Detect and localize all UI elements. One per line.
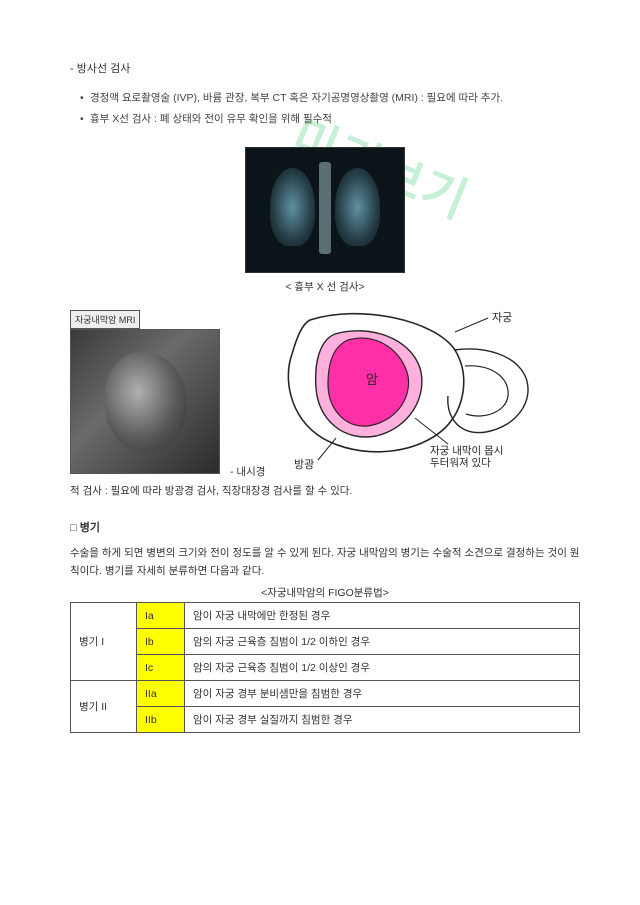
xray-lung-left [270, 168, 315, 246]
mri-row: 자궁내막암 MRI 자궁 암 방광 자궁 내막이 몹시 두터워져 있다 [70, 310, 580, 474]
table-caption: <자궁내막암의 FIGO분류법> [70, 585, 580, 600]
table-row: IIb 암이 자궁 경부 실질까지 침범한 경우 [71, 707, 580, 733]
diagram-label-cancer: 암 [366, 372, 378, 387]
bullet-item: 경정맥 요로촬영술 (IVP), 바륨 관장, 복부 CT 혹은 자기공명영상촬… [80, 90, 580, 108]
diagram-label-uterus: 자궁 [492, 311, 512, 324]
anatomy-svg: 자궁 암 방광 자궁 내막이 몹시 두터워져 있다 [250, 310, 580, 470]
xray-lung-right [335, 168, 380, 246]
desc-cell: 암이 자궁 경부 실질까지 침범한 경우 [185, 707, 580, 733]
anatomy-diagram: 자궁 암 방광 자궁 내막이 몹시 두터워져 있다 [250, 310, 580, 470]
xray-caption: < 흉부 X 선 검사> [70, 279, 580, 294]
code-cell: Ia [137, 603, 185, 629]
bullet-list: 경정맥 요로촬영술 (IVP), 바륨 관장, 복부 CT 혹은 자기공명영상촬… [80, 90, 580, 129]
table-row: 병기 I Ia 암이 자궁 내막에만 한정된 경우 [71, 603, 580, 629]
code-cell: Ic [137, 655, 185, 681]
desc-cell: 암의 자궁 근육층 침범이 1/2 이상인 경우 [185, 655, 580, 681]
table-row: 병기 II IIa 암이 자궁 경부 분비샘만을 침범한 경우 [71, 681, 580, 707]
diagram-label-bladder: 방광 [294, 458, 314, 470]
staging-body: 수술을 하게 되면 병변의 크기와 전이 정도를 알 수 있게 된다. 자궁 내… [70, 545, 580, 581]
mri-image [70, 329, 220, 474]
diagram-note-2: 두터워져 있다 [430, 456, 491, 469]
xray-spine-shape [319, 162, 331, 254]
mri-figure: 자궁내막암 MRI [70, 310, 220, 474]
desc-cell: 암의 자궁 근육층 침범이 1/2 이하인 경우 [185, 629, 580, 655]
endoscopy-line: 적 검사 : 필요에 따라 방광경 검사, 직장대장경 검사를 할 수 있다. [70, 483, 580, 500]
code-cell: IIb [137, 707, 185, 733]
desc-cell: 암이 자궁 경부 분비샘만을 침범한 경우 [185, 681, 580, 707]
stage-cell: 병기 II [71, 681, 137, 733]
mri-shape [105, 352, 187, 452]
table-row: Ic 암의 자궁 근육층 침범이 1/2 이상인 경우 [71, 655, 580, 681]
stage-cell: 병기 I [71, 603, 137, 681]
figo-table: 병기 I Ia 암이 자궁 내막에만 한정된 경우 Ib 암의 자궁 근육층 침… [70, 602, 580, 733]
staging-heading: □ 병기 [70, 519, 580, 535]
desc-cell: 암이 자궁 내막에만 한정된 경우 [185, 603, 580, 629]
section-title-radiology: - 방사선 검사 [70, 60, 580, 76]
xray-image [245, 147, 405, 273]
code-cell: Ib [137, 629, 185, 655]
bullet-item: 흉부 X선 검사 : 폐 상태와 전이 유무 확인을 위해 필수적 [80, 111, 580, 129]
mri-label: 자궁내막암 MRI [70, 310, 140, 329]
xray-figure: < 흉부 X 선 검사> [70, 147, 580, 294]
diagram-note-1: 자궁 내막이 몹시 [430, 445, 503, 457]
table-row: Ib 암의 자궁 근육층 침범이 1/2 이하인 경우 [71, 629, 580, 655]
code-cell: IIa [137, 681, 185, 707]
